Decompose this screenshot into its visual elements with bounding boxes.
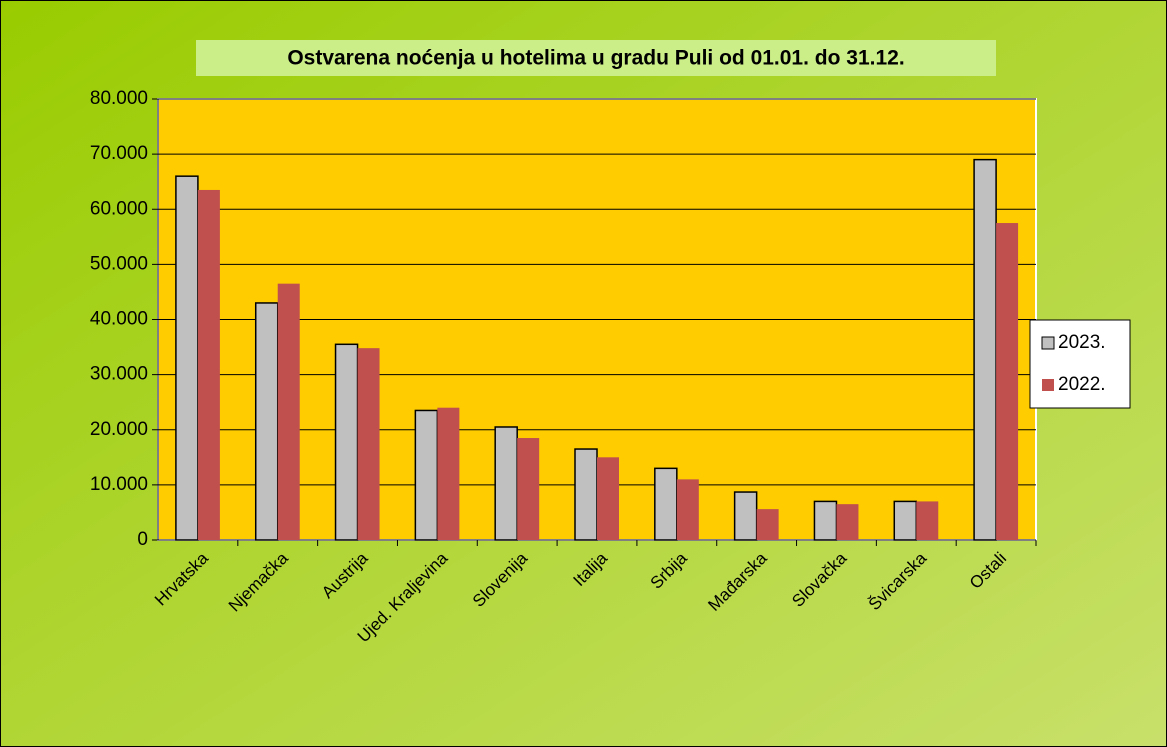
y-tick-label: 10.000 xyxy=(90,474,148,495)
y-tick-label: 80.000 xyxy=(90,88,148,109)
y-tick-label: 0 xyxy=(137,529,148,550)
bar xyxy=(357,348,380,540)
bar xyxy=(197,189,220,541)
title-box xyxy=(196,40,996,76)
bar xyxy=(733,491,758,541)
bar xyxy=(756,509,779,540)
legend-label: 2023. xyxy=(1058,332,1106,353)
bar xyxy=(175,175,199,541)
bar xyxy=(574,448,598,541)
bar xyxy=(597,457,619,540)
y-tick-label: 60.000 xyxy=(90,198,148,219)
bar xyxy=(916,501,939,540)
bar xyxy=(334,343,359,541)
bar xyxy=(676,479,699,540)
y-tick-label: 40.000 xyxy=(90,309,148,330)
bar xyxy=(437,407,460,540)
bar xyxy=(277,283,300,540)
legend-box xyxy=(1029,319,1131,409)
bar xyxy=(254,302,279,541)
legend-swatch xyxy=(1041,336,1055,350)
bar xyxy=(973,158,997,541)
chart-title: Ostvarena noćenja u hotelima u gradu Pul… xyxy=(287,47,904,70)
y-tick-label: 20.000 xyxy=(90,419,148,440)
bar xyxy=(836,504,859,540)
bar xyxy=(996,223,1019,540)
legend-swatch xyxy=(1042,379,1054,391)
bar xyxy=(654,467,678,541)
bar xyxy=(517,438,540,540)
legend-label: 2022. xyxy=(1058,374,1106,395)
bar xyxy=(494,426,518,541)
y-tick-label: 50.000 xyxy=(90,253,148,274)
bar xyxy=(414,409,439,541)
y-tick-label: 70.000 xyxy=(90,143,148,164)
bar xyxy=(893,500,918,541)
bar xyxy=(813,500,838,541)
y-tick-label: 30.000 xyxy=(90,364,148,385)
